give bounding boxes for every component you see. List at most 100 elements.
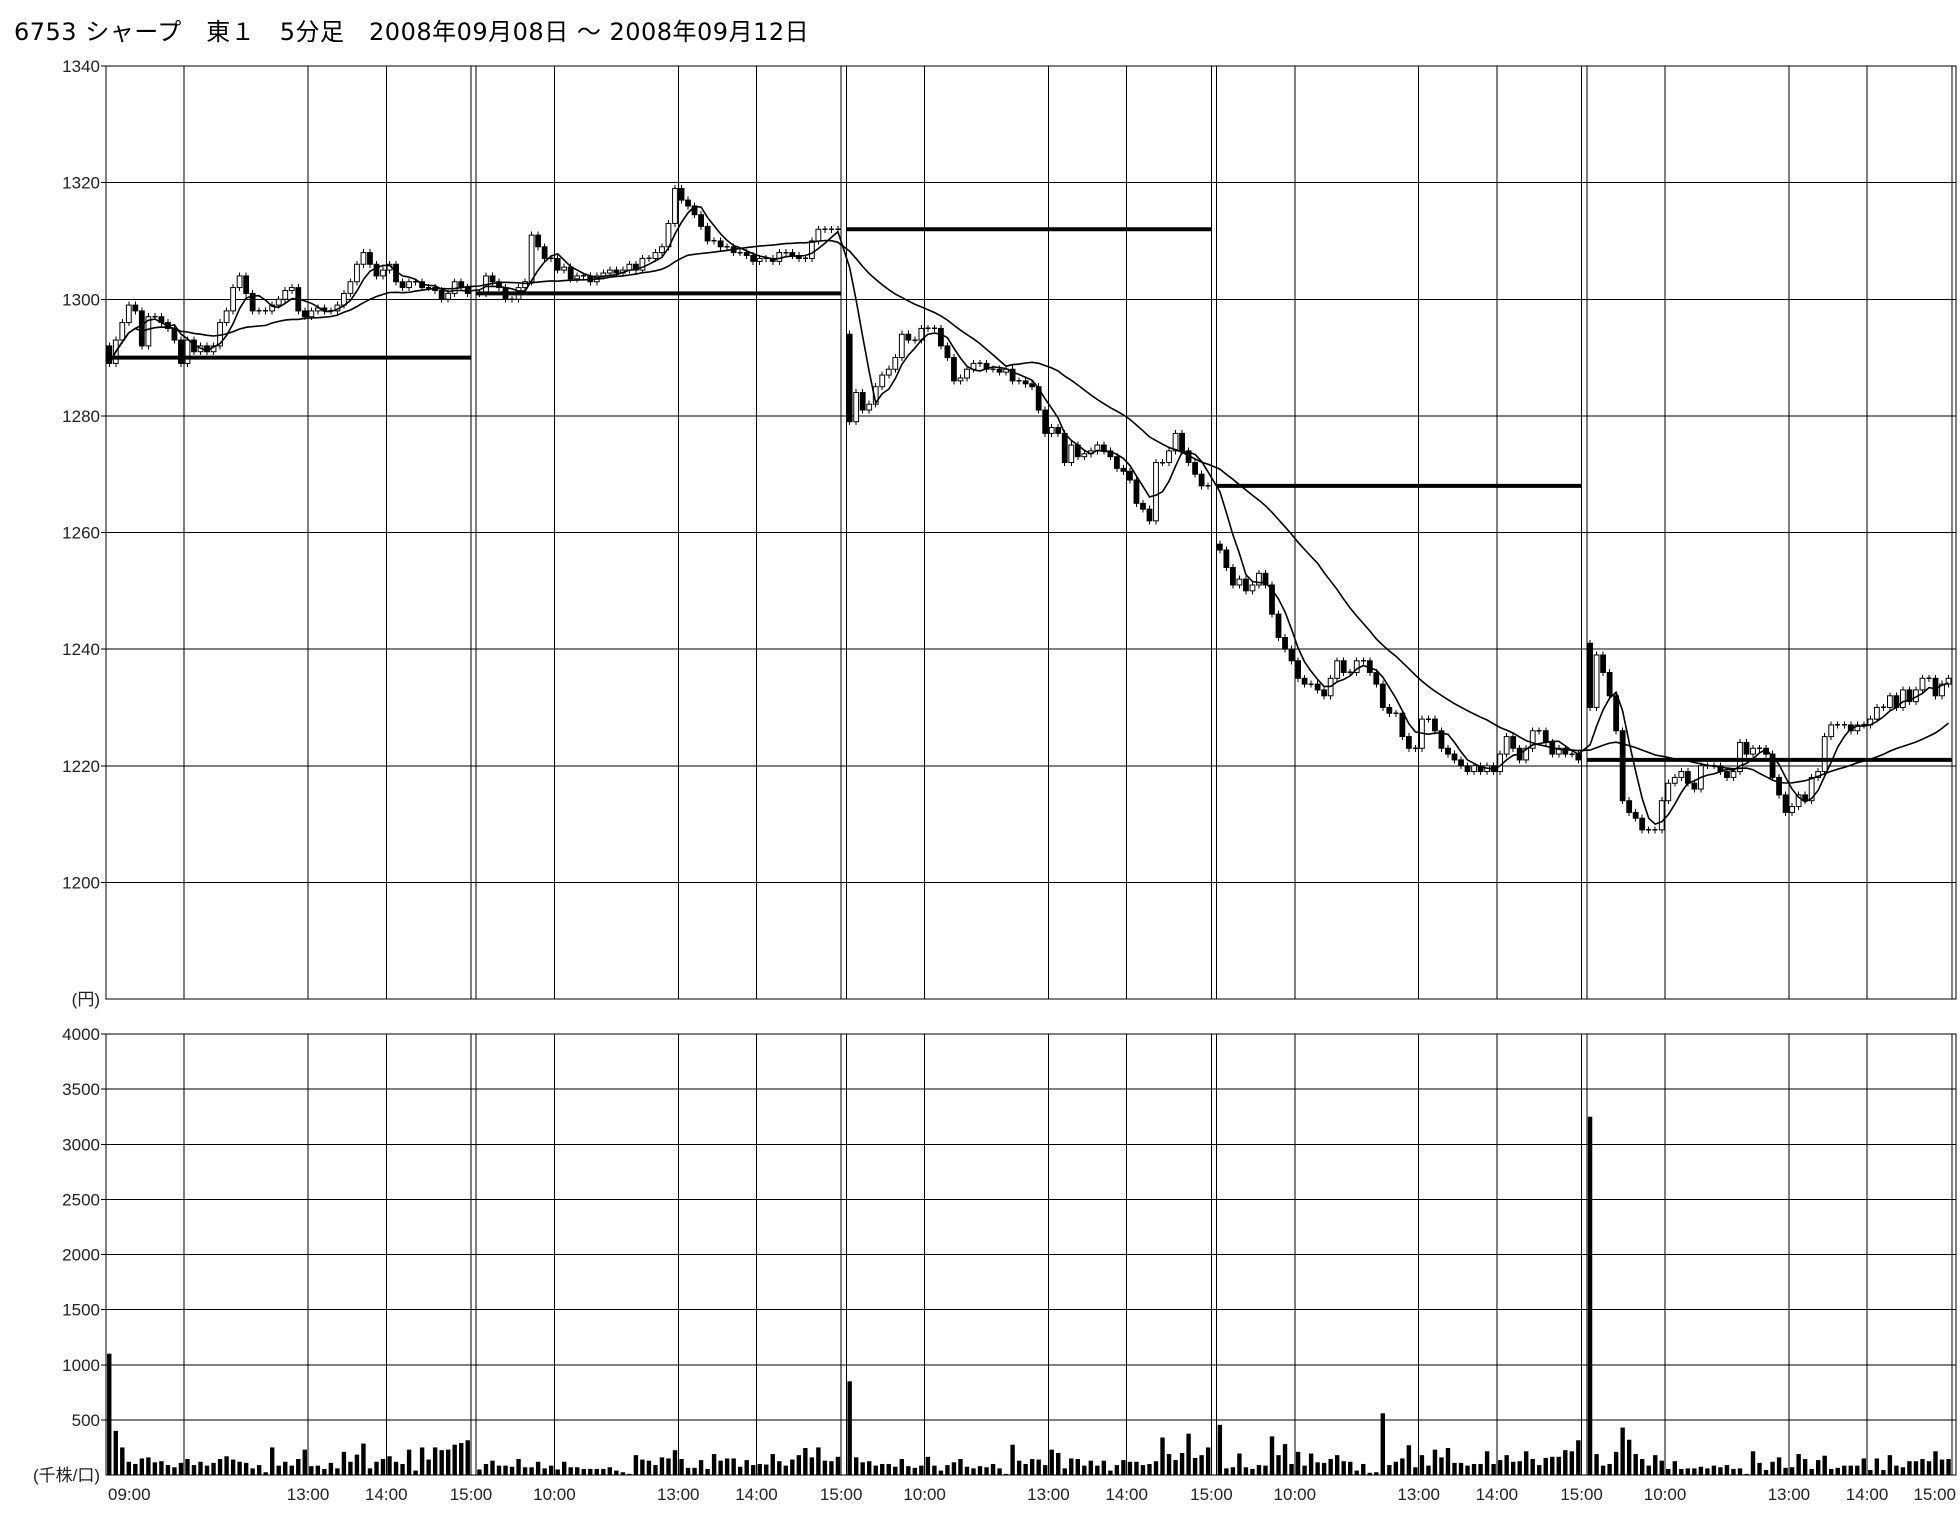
candle-down bbox=[1035, 386, 1042, 411]
volume-bar bbox=[997, 1468, 1002, 1475]
candle-down bbox=[1314, 683, 1321, 691]
candle-up bbox=[892, 357, 899, 370]
volume-bar bbox=[367, 1468, 373, 1475]
volume-bar bbox=[1295, 1451, 1301, 1475]
candle-up bbox=[1900, 689, 1906, 708]
candle-down bbox=[1906, 689, 1913, 703]
candle-up bbox=[885, 368, 892, 376]
price-axis-label: 1340 bbox=[62, 57, 100, 76]
volume-bar bbox=[679, 1459, 684, 1475]
day-candles bbox=[1587, 639, 1952, 834]
volume-bar bbox=[1770, 1461, 1775, 1475]
volume-bar bbox=[1576, 1440, 1581, 1475]
volume-bar bbox=[1269, 1436, 1275, 1475]
candle-up bbox=[1730, 771, 1737, 778]
volume-bar bbox=[315, 1465, 321, 1475]
day-volume-bars bbox=[477, 1447, 841, 1475]
volume-bar bbox=[659, 1457, 665, 1475]
volume-bar bbox=[237, 1461, 242, 1475]
candle-up bbox=[230, 287, 236, 312]
volume-bar bbox=[490, 1460, 495, 1475]
candle-up bbox=[522, 281, 528, 289]
candle-down bbox=[1562, 747, 1569, 755]
time-axis-label: 14:00 bbox=[1105, 1485, 1148, 1504]
time-axis-label: 10:00 bbox=[533, 1485, 576, 1504]
candle-down bbox=[1684, 771, 1691, 784]
volume-bar bbox=[217, 1459, 223, 1475]
volume-bar bbox=[1887, 1455, 1893, 1475]
candle-down bbox=[535, 234, 542, 248]
candle-up bbox=[1249, 584, 1256, 592]
candle-up bbox=[1068, 444, 1075, 464]
volume-bar bbox=[1250, 1468, 1255, 1475]
candle-down bbox=[1100, 444, 1107, 452]
volume-bar bbox=[535, 1461, 541, 1475]
candle-down bbox=[1619, 730, 1626, 802]
volume-bar bbox=[1543, 1457, 1548, 1475]
candle-down bbox=[1639, 817, 1646, 831]
candle-down bbox=[1133, 479, 1140, 504]
candle-down bbox=[171, 327, 178, 341]
candle-up bbox=[1497, 753, 1504, 773]
candle-down bbox=[846, 333, 853, 423]
volume-bar bbox=[945, 1465, 950, 1475]
candle-down bbox=[1510, 736, 1517, 749]
volume-bar bbox=[191, 1465, 197, 1475]
candle-up bbox=[1854, 724, 1861, 732]
volume-bar bbox=[1465, 1465, 1470, 1475]
volume-bar bbox=[1907, 1461, 1912, 1475]
volume-bar bbox=[1569, 1451, 1575, 1475]
time-axis-label: 15:00 bbox=[1913, 1485, 1956, 1504]
volume-bar bbox=[1042, 1465, 1048, 1475]
candle-down bbox=[750, 255, 757, 262]
volume-bar bbox=[809, 1457, 815, 1475]
volume-bar bbox=[757, 1463, 762, 1475]
candle-down bbox=[541, 246, 548, 259]
candle-down bbox=[567, 266, 574, 280]
volume-bar bbox=[777, 1461, 782, 1475]
candle-up bbox=[1795, 794, 1802, 808]
volume-axis-label: 500 bbox=[72, 1411, 100, 1430]
volume-bar bbox=[1913, 1461, 1919, 1475]
time-axis-label: 13:00 bbox=[657, 1485, 700, 1504]
volume-bar bbox=[452, 1444, 457, 1475]
volume-bar bbox=[1230, 1467, 1236, 1475]
candle-up bbox=[1236, 578, 1243, 586]
volume-bar bbox=[1718, 1467, 1723, 1475]
candle-up bbox=[119, 322, 126, 341]
candle-down bbox=[1229, 566, 1236, 586]
volume-bar bbox=[1217, 1424, 1223, 1475]
volume-bar bbox=[925, 1456, 931, 1475]
candle-up bbox=[1081, 453, 1088, 458]
volume-bar bbox=[711, 1454, 717, 1475]
volume-bar bbox=[1491, 1463, 1496, 1475]
candle-up bbox=[1737, 741, 1743, 773]
candle-down bbox=[301, 310, 308, 318]
volume-bar bbox=[770, 1454, 775, 1475]
candle-up bbox=[1828, 724, 1835, 738]
volume-bar bbox=[1640, 1459, 1645, 1475]
candle-up bbox=[672, 187, 678, 224]
volume-bar bbox=[1685, 1468, 1691, 1475]
candle-up bbox=[445, 292, 452, 300]
volume-bar bbox=[1900, 1467, 1906, 1475]
volume-bar bbox=[705, 1468, 710, 1475]
volume-bar bbox=[1809, 1468, 1814, 1475]
volume-bar bbox=[1289, 1463, 1294, 1475]
volume-bar bbox=[283, 1461, 288, 1475]
volume-bar bbox=[847, 1381, 852, 1475]
time-axis-label: 14:00 bbox=[365, 1485, 408, 1504]
candle-down bbox=[1295, 660, 1301, 679]
volume-bar bbox=[1666, 1468, 1671, 1475]
candle-up bbox=[1256, 572, 1262, 586]
volume-bar bbox=[439, 1450, 444, 1475]
candle-up bbox=[1945, 677, 1952, 685]
candle-down bbox=[1029, 383, 1036, 388]
volume-bar bbox=[1946, 1459, 1951, 1475]
volume-bar bbox=[899, 1459, 905, 1475]
volume-bar bbox=[1894, 1465, 1899, 1475]
day-volume-bars bbox=[107, 1353, 470, 1475]
volume-bar bbox=[243, 1462, 249, 1475]
volume-bar bbox=[1179, 1452, 1185, 1475]
volume-bar bbox=[1537, 1465, 1542, 1475]
